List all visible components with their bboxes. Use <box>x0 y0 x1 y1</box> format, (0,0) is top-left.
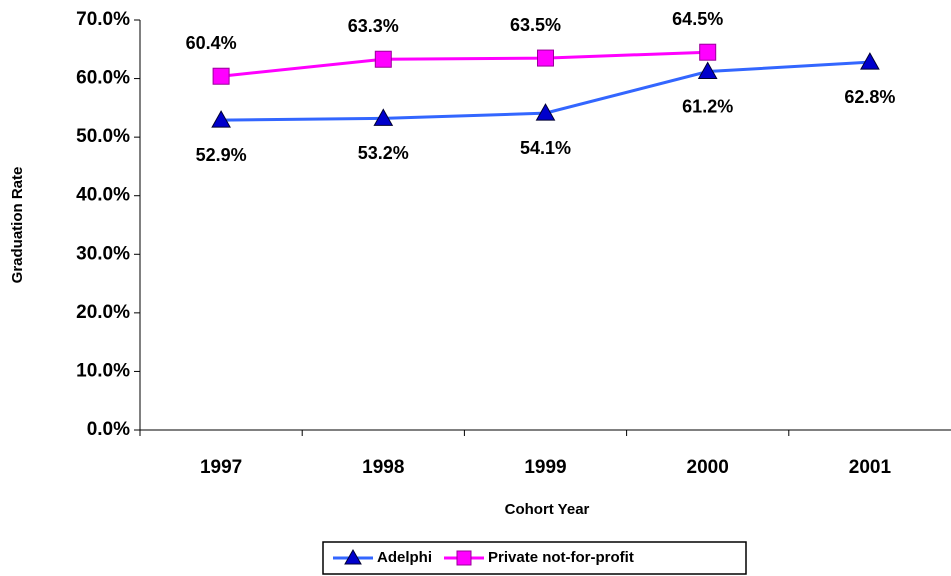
x-tick-label: 1998 <box>362 457 404 478</box>
x-tick-label: 1997 <box>200 457 242 478</box>
legend-label: Adelphi <box>377 549 432 566</box>
marker <box>537 49 554 67</box>
y-tick-label: 60.0% <box>76 68 130 89</box>
marker <box>699 43 717 61</box>
marker <box>860 52 880 70</box>
y-tick-label: 30.0% <box>76 243 130 264</box>
data-label: 53.2% <box>358 143 409 163</box>
legend-marker <box>344 548 362 565</box>
marker <box>211 110 231 128</box>
y-tick-label: 0.0% <box>87 419 130 440</box>
y-tick-label: 10.0% <box>76 360 130 381</box>
y-axis-title: Graduation Rate <box>9 167 26 284</box>
data-label: 63.5% <box>510 15 561 35</box>
marker <box>212 67 230 85</box>
y-tick-label: 70.0% <box>76 9 130 30</box>
x-tick-label: 2000 <box>687 457 729 478</box>
x-axis-title: Cohort Year <box>505 501 590 518</box>
marker <box>697 61 718 80</box>
x-tick-label: 1999 <box>524 457 566 478</box>
data-label: 62.8% <box>844 87 895 107</box>
marker <box>373 108 394 126</box>
data-label: 63.3% <box>348 16 399 36</box>
legend-label: Private not-for-profit <box>488 549 634 566</box>
marker <box>535 103 556 121</box>
data-label: 60.4% <box>186 33 237 53</box>
legend-box <box>322 541 747 575</box>
x-tick-label: 2001 <box>849 457 892 478</box>
data-label: 54.1% <box>520 138 571 158</box>
data-label: 61.2% <box>682 96 733 116</box>
data-label: 52.9% <box>196 145 247 165</box>
marker <box>374 50 392 68</box>
y-tick-label: 40.0% <box>76 185 130 206</box>
series-line <box>220 50 708 78</box>
y-tick-label: 50.0% <box>76 126 130 147</box>
data-label: 64.5% <box>672 9 723 29</box>
y-tick-label: 20.0% <box>76 302 130 323</box>
legend-marker <box>456 550 472 566</box>
